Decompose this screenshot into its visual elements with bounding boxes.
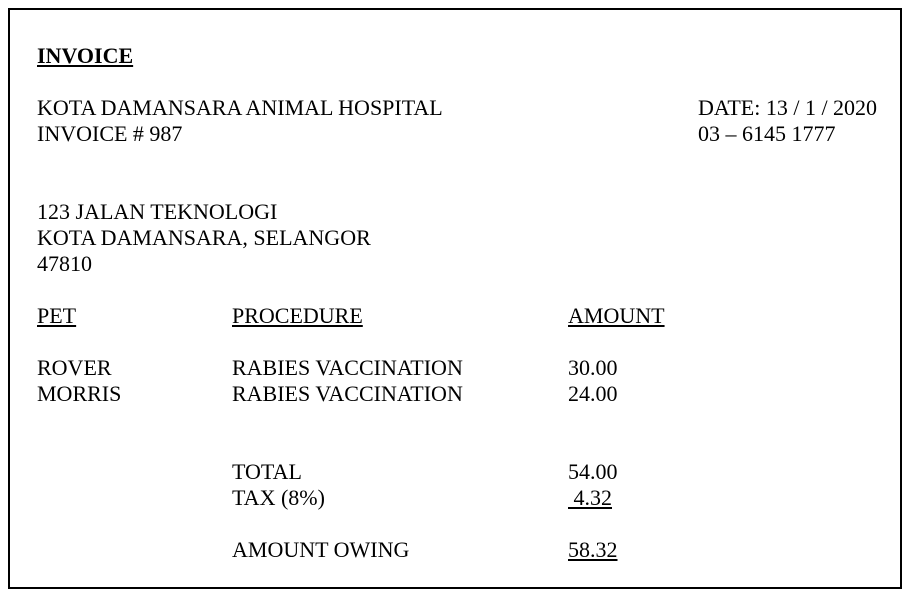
page-border: INVOICE KOTA DAMANSARA ANIMAL HOSPITAL D… <box>8 8 902 589</box>
spacer <box>37 511 890 537</box>
tax-row: TAX (8%) 4.32 <box>37 485 890 511</box>
invoice-number-phone-row: INVOICE # 987 03 – 6145 1777 <box>37 121 890 147</box>
address-line-2: KOTA DAMANSARA, SELANGOR <box>37 225 890 251</box>
address-street: 123 JALAN TEKNOLOGI <box>37 199 278 224</box>
column-header-procedure: PROCEDURE <box>232 303 363 328</box>
spacer <box>37 147 890 173</box>
table-header-row: PET PROCEDURE AMOUNT <box>37 303 890 329</box>
invoice-number: INVOICE # 987 <box>37 121 183 146</box>
business-name: KOTA DAMANSARA ANIMAL HOSPITAL <box>37 95 443 120</box>
table-row: ROVER RABIES VACCINATION 30.00 <box>37 355 890 381</box>
phone-number: 03 – 6145 1777 <box>698 121 836 146</box>
address-line-1: 123 JALAN TEKNOLOGI <box>37 199 890 225</box>
total-row: TOTAL 54.00 <box>37 459 890 485</box>
spacer <box>37 407 890 433</box>
table-row: MORRIS RABIES VACCINATION 24.00 <box>37 381 890 407</box>
spacer <box>37 329 890 355</box>
spacer <box>37 173 890 199</box>
invoice-title: INVOICE <box>37 43 134 68</box>
pet-name: MORRIS <box>37 381 122 406</box>
procedure-name: RABIES VACCINATION <box>232 381 463 406</box>
column-header-amount: AMOUNT <box>568 303 665 328</box>
title-line: INVOICE <box>37 43 890 69</box>
amount-owing-label: AMOUNT OWING <box>232 537 410 562</box>
address-postcode: 47810 <box>37 251 92 276</box>
column-header-pet: PET <box>37 303 77 328</box>
amount-owing-row: AMOUNT OWING 58.32 <box>37 537 890 563</box>
empty-cell <box>37 485 232 511</box>
empty-cell <box>37 459 232 485</box>
address-line-3: 47810 <box>37 251 890 277</box>
procedure-name: RABIES VACCINATION <box>232 355 463 380</box>
tax-label: TAX (8%) <box>232 485 325 510</box>
invoice-date: DATE: 13 / 1 / 2020 <box>698 95 878 120</box>
empty-cell <box>37 537 232 563</box>
total-value: 54.00 <box>568 459 618 484</box>
spacer <box>37 433 890 459</box>
pet-name: ROVER <box>37 355 112 380</box>
amount-owing-value: 58.32 <box>568 537 618 562</box>
amount-value: 24.00 <box>568 381 618 406</box>
address-city-state: KOTA DAMANSARA, SELANGOR <box>37 225 371 250</box>
business-date-row: KOTA DAMANSARA ANIMAL HOSPITAL DATE: 13 … <box>37 95 890 121</box>
spacer <box>37 277 890 303</box>
total-label: TOTAL <box>232 459 302 484</box>
tax-value: 4.32 <box>568 485 613 510</box>
spacer <box>37 69 890 95</box>
invoice-content: INVOICE KOTA DAMANSARA ANIMAL HOSPITAL D… <box>20 20 890 577</box>
amount-value: 30.00 <box>568 355 618 380</box>
